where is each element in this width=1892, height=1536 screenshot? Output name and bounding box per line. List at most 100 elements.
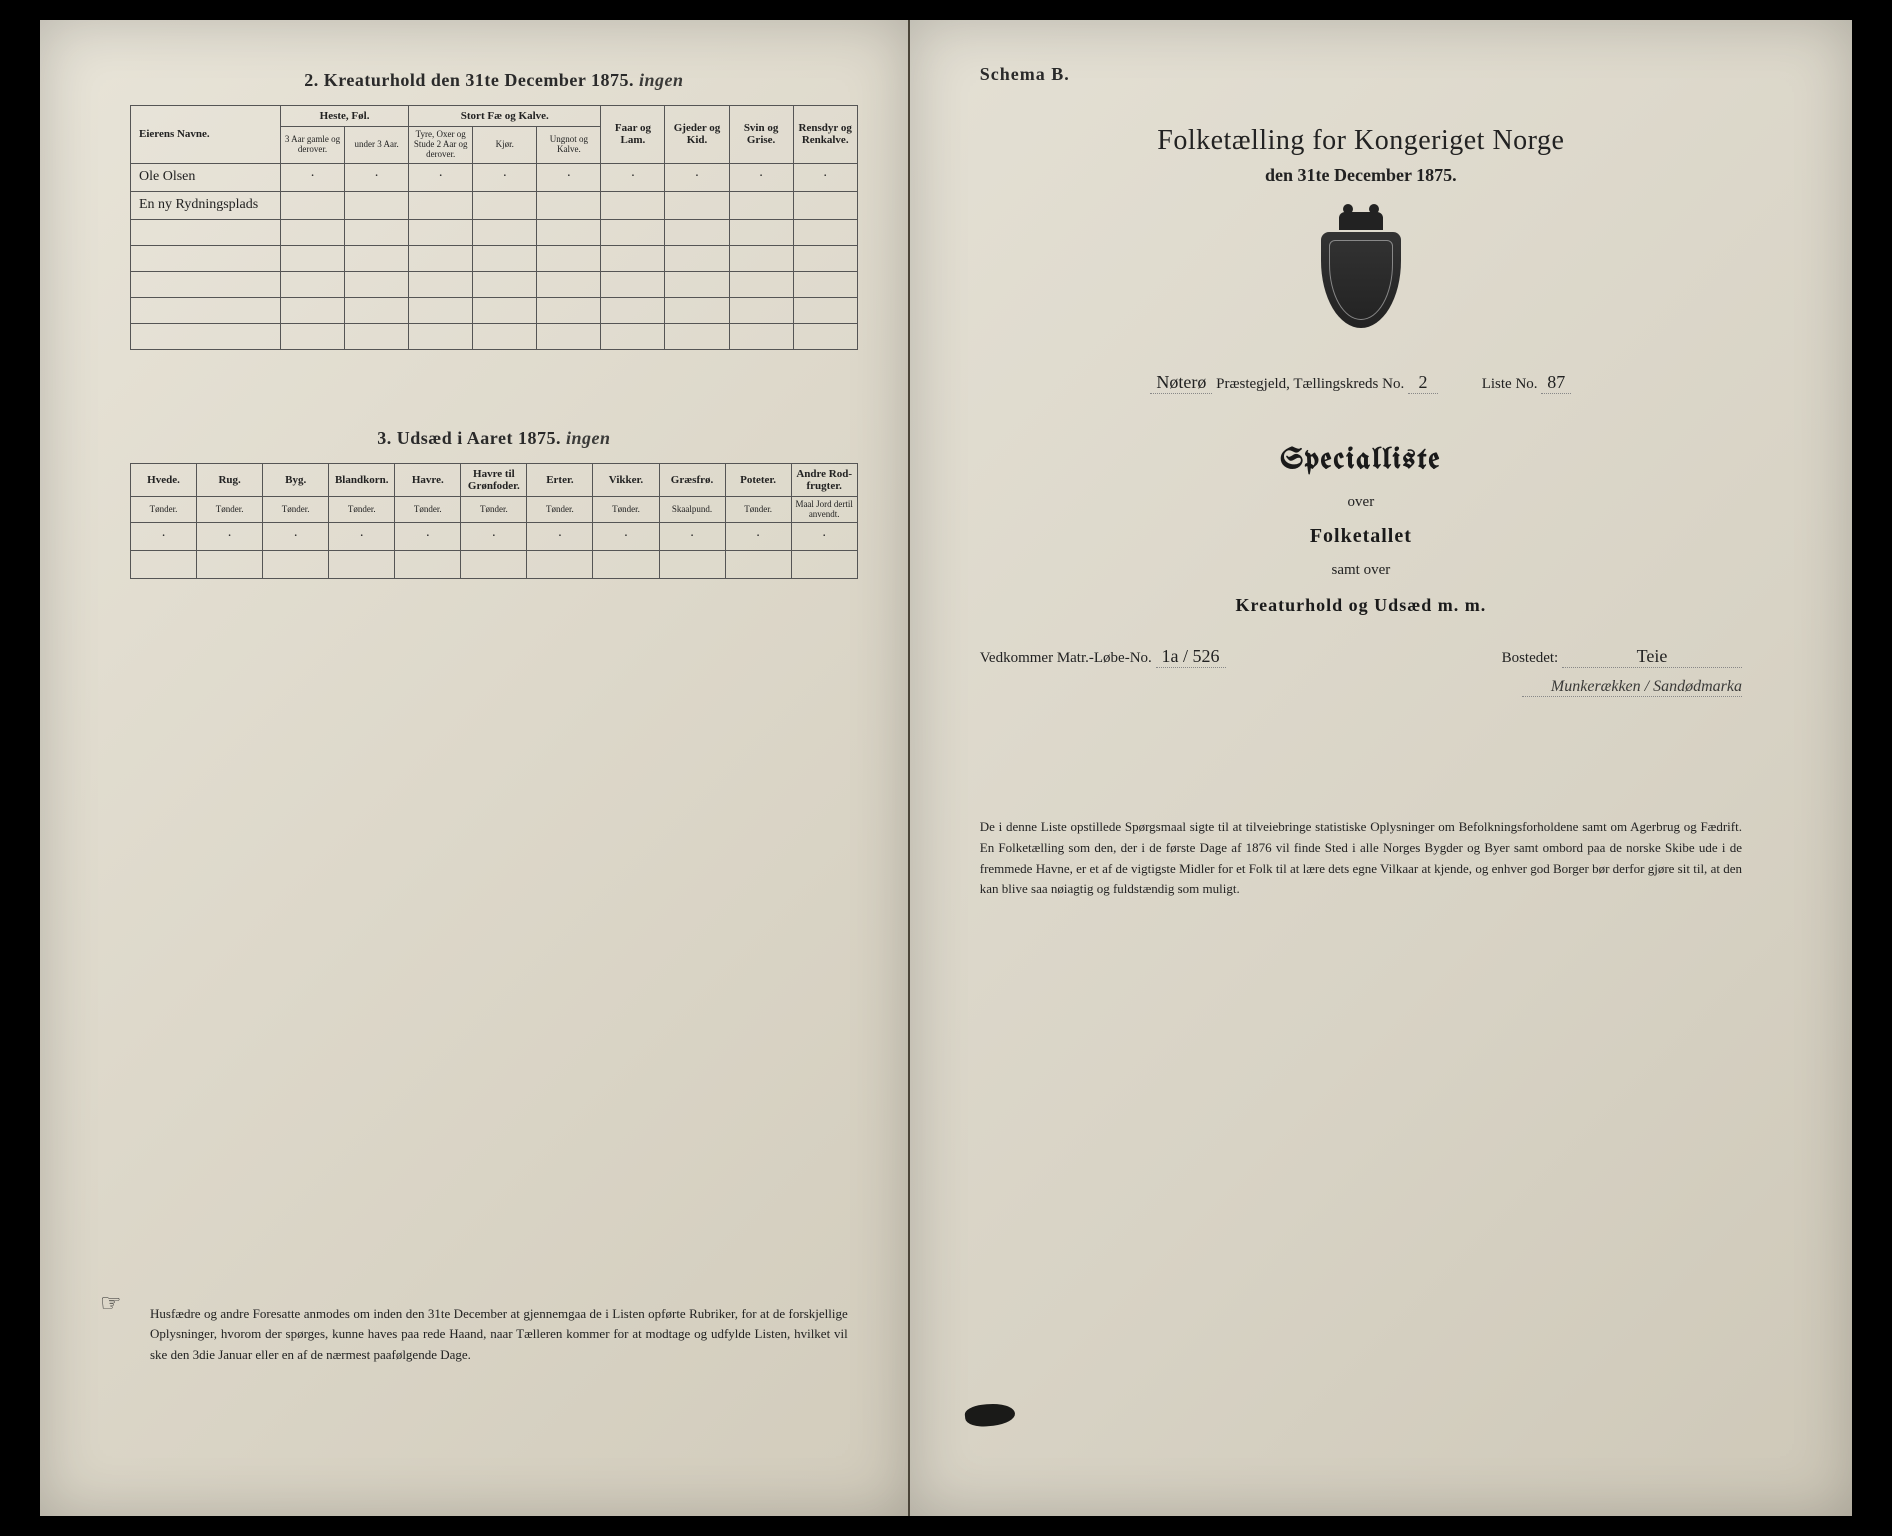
table-header-row: Hvede. Rug. Byg. Blandkorn. Havre. Havre… — [131, 463, 858, 496]
left-page: 2. Kreaturhold den 31te December 1875. i… — [40, 20, 910, 1516]
cell — [537, 323, 601, 349]
cell — [345, 245, 409, 271]
col: Erter. — [527, 463, 593, 496]
left-footnote: Husfædre og andre Foresatte anmodes om i… — [150, 1304, 848, 1366]
section3-title: 3. Udsæd i Aaret 1875. ingen — [130, 428, 858, 449]
spec-over: over — [980, 494, 1742, 511]
table-row — [131, 551, 858, 579]
ved-label: Vedkommer Matr.-Løbe-No. — [980, 650, 1152, 666]
cell — [601, 323, 665, 349]
table-row: Ole Olsen · · · · · · · · · — [131, 163, 858, 191]
cell — [729, 323, 793, 349]
col-owner: Eierens Navne. — [131, 106, 281, 164]
col: Havre. — [395, 463, 461, 496]
cell — [537, 191, 601, 219]
section3-text: Udsæd i Aaret 1875. — [397, 428, 561, 448]
col: Rug. — [197, 463, 263, 496]
spec-samt: samt over — [980, 562, 1742, 579]
cell — [601, 191, 665, 219]
section2-handnote: ingen — [639, 70, 684, 90]
liste-no: 87 — [1541, 372, 1571, 394]
cell — [729, 271, 793, 297]
col-rensdyr: Rensdyr og Renkalve. — [793, 106, 857, 164]
cell — [345, 323, 409, 349]
cell: · — [601, 163, 665, 191]
col: Græsfrø. — [659, 463, 725, 496]
cell — [793, 191, 857, 219]
owner-name: Ole Olsen — [131, 163, 281, 191]
ink-blot-icon — [964, 1401, 1016, 1428]
cell: · — [409, 163, 473, 191]
vedkommer-line: Vedkommer Matr.-Løbe-No. 1a / 526 Bosted… — [980, 646, 1742, 668]
cell: · — [791, 523, 857, 551]
parish-line: Nøterø Præstegjeld, Tællingskreds No. 2 … — [980, 372, 1742, 394]
cell — [729, 219, 793, 245]
cell — [281, 271, 345, 297]
sub-heste-2: under 3 Aar. — [345, 127, 409, 164]
cell — [263, 551, 329, 579]
cell — [665, 297, 729, 323]
table-row — [131, 323, 858, 349]
cell — [793, 219, 857, 245]
right-page: Schema B. Folketælling for Kongeriget No… — [910, 20, 1852, 1516]
bosted-label: Bostedet: — [1502, 650, 1559, 666]
col: Hvede. — [131, 463, 197, 496]
cell: · — [793, 163, 857, 191]
cell — [729, 245, 793, 271]
cell — [473, 271, 537, 297]
cell — [409, 219, 473, 245]
cell — [409, 245, 473, 271]
cell — [409, 191, 473, 219]
cell — [601, 245, 665, 271]
cell — [729, 191, 793, 219]
cell — [281, 191, 345, 219]
cell — [281, 297, 345, 323]
cell — [665, 245, 729, 271]
cell — [281, 245, 345, 271]
col-stort: Stort Fæ og Kalve. — [409, 106, 601, 127]
table-row — [131, 245, 858, 271]
cell — [537, 219, 601, 245]
cell — [793, 297, 857, 323]
cell — [537, 271, 601, 297]
cell — [131, 297, 281, 323]
cell: · — [659, 523, 725, 551]
parish-suffix: Præstegjeld, Tællingskreds No. — [1216, 376, 1404, 392]
col: Poteter. — [725, 463, 791, 496]
ved-matr: 1a / 526 — [1156, 646, 1226, 668]
cell — [281, 323, 345, 349]
cell — [281, 219, 345, 245]
section2-text: Kreaturhold den 31te December 1875. — [324, 70, 634, 90]
col-svin: Svin og Grise. — [729, 106, 793, 164]
cell — [793, 323, 857, 349]
cell — [793, 245, 857, 271]
sub-stort-2: Kjør. — [473, 127, 537, 164]
cell: · — [281, 163, 345, 191]
table-row: En ny Rydningsplads — [131, 191, 858, 219]
cell — [197, 551, 263, 579]
spec-kreaturhold: Kreaturhold og Udsæd m. m. — [980, 595, 1742, 616]
cell — [527, 551, 593, 579]
table-row — [131, 297, 858, 323]
cell — [473, 245, 537, 271]
col: Byg. — [263, 463, 329, 496]
cell — [131, 219, 281, 245]
cell: · — [131, 523, 197, 551]
cell: · — [665, 163, 729, 191]
unit: Tønder. — [131, 496, 197, 523]
livestock-table: Eierens Navne. Heste, Føl. Stort Fæ og K… — [130, 105, 858, 350]
cell — [665, 271, 729, 297]
bosted-1: Teie — [1562, 646, 1742, 668]
schema-label: Schema B. — [980, 64, 1742, 85]
cell — [131, 245, 281, 271]
cell — [131, 551, 197, 579]
cell — [601, 297, 665, 323]
cell — [601, 219, 665, 245]
cell — [593, 551, 659, 579]
kreds-no: 2 — [1408, 372, 1438, 394]
cell — [665, 323, 729, 349]
cell — [473, 297, 537, 323]
cell — [329, 551, 395, 579]
cell — [537, 245, 601, 271]
spec-folketallet: Folketallet — [980, 525, 1742, 548]
